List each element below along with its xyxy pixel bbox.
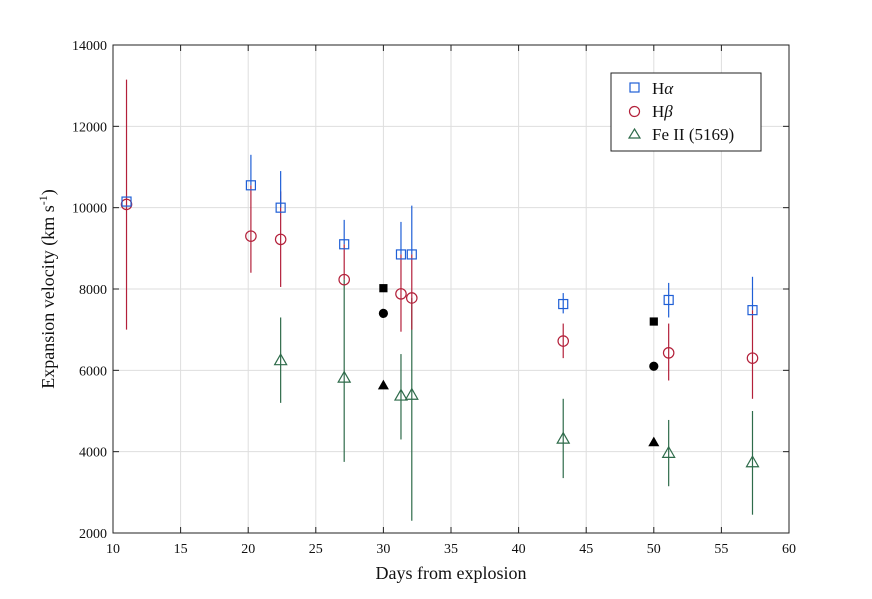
y-axis-title-close: ) xyxy=(38,189,59,195)
legend-circle-marker xyxy=(628,105,641,118)
x-tick-label: 60 xyxy=(782,542,796,557)
series-square xyxy=(121,154,758,318)
legend-label-feii: Fe II (5169) xyxy=(652,125,734,144)
y-axis-title: Expansion velocity (km s-1) xyxy=(36,189,59,388)
circle-data-point xyxy=(662,347,675,359)
x-tick-label: 30 xyxy=(376,542,390,557)
circle-data-point xyxy=(746,352,759,364)
square-data-point xyxy=(747,305,758,316)
triangle-data-point xyxy=(745,455,760,468)
square-data-point xyxy=(121,196,132,207)
reference-points xyxy=(377,284,660,447)
legend-square-marker xyxy=(629,82,640,93)
x-tick-label: 55 xyxy=(714,542,728,557)
y-tick-label: 8000 xyxy=(79,283,107,298)
y-tick-label: 12000 xyxy=(72,120,107,135)
x-tick-labels: 10 15 20 25 30 35 40 45 50 55 60 xyxy=(106,542,796,557)
triangle-data-point xyxy=(393,388,409,401)
circle-data-point xyxy=(395,288,407,300)
square-data-point xyxy=(395,249,407,260)
y-tick-labels: 2000 4000 6000 8000 10000 12000 14000 xyxy=(72,39,107,542)
y-tick-label: 10000 xyxy=(72,202,107,217)
reference-triangle-point xyxy=(648,436,660,447)
triangle-data-point xyxy=(404,387,419,400)
legend-triangle-marker xyxy=(627,127,642,139)
reference-circle-point xyxy=(649,361,659,371)
y-tick-label: 2000 xyxy=(79,527,107,542)
circle-data-point xyxy=(338,273,350,286)
series-triangle xyxy=(273,279,760,521)
series-circle xyxy=(120,79,759,399)
y-tick-label: 14000 xyxy=(72,39,107,54)
y-axis-title-main: Expansion velocity (km s xyxy=(38,205,59,388)
x-tick-label: 10 xyxy=(106,542,120,557)
reference-triangle-point xyxy=(377,379,389,390)
y-tick-label: 6000 xyxy=(79,364,107,379)
circle-data-point xyxy=(120,198,133,211)
x-tick-label: 20 xyxy=(241,542,255,557)
circle-data-point xyxy=(274,233,287,246)
axis-ticks xyxy=(112,44,790,534)
x-tick-label: 35 xyxy=(444,542,458,557)
triangle-data-point xyxy=(556,431,571,444)
square-data-point xyxy=(558,298,569,310)
reference-square-point xyxy=(649,317,658,326)
legend: Hα Hβ Fe II (5169) xyxy=(610,72,762,152)
circle-data-point xyxy=(245,230,257,242)
square-data-point xyxy=(275,202,286,213)
data-points xyxy=(120,79,760,521)
square-data-point xyxy=(406,249,417,260)
reference-circle-point xyxy=(378,308,388,318)
legend-label-halpha: Hα xyxy=(652,79,674,98)
circle-data-point xyxy=(557,335,570,347)
x-tick-label: 45 xyxy=(579,542,593,557)
y-tick-label: 4000 xyxy=(79,446,107,461)
x-axis-title: Days from explosion xyxy=(376,563,527,583)
x-tick-label: 50 xyxy=(647,542,661,557)
y-axis-title-superscript: -1 xyxy=(36,195,50,205)
legend-label-hbeta: Hβ xyxy=(652,102,673,121)
square-data-point xyxy=(245,180,257,191)
x-tick-label: 15 xyxy=(174,542,188,557)
circle-data-point xyxy=(405,292,418,304)
triangle-data-point xyxy=(273,352,288,366)
triangle-data-point xyxy=(337,370,352,383)
reference-square-point xyxy=(379,284,388,293)
x-tick-label: 40 xyxy=(512,542,526,557)
x-tick-label: 25 xyxy=(309,542,323,557)
triangle-data-point xyxy=(661,445,676,458)
square-data-point xyxy=(339,239,350,250)
square-data-point xyxy=(663,294,674,306)
